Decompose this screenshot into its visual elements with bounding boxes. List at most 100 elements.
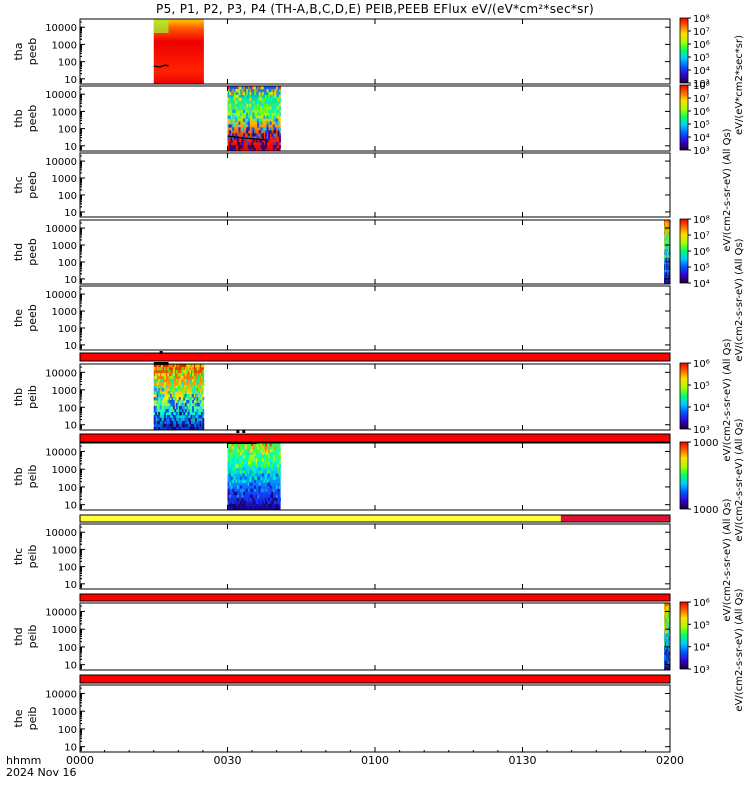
- status-bar-2-segment-1: [80, 434, 670, 442]
- y-tick-label: 10: [64, 208, 77, 219]
- panel-ylabel-data: peib: [26, 625, 39, 649]
- status-bar-3-segment-1: [80, 515, 561, 522]
- colorbar-tick-label: 10³: [693, 79, 710, 90]
- colorbar-tick-label: 10⁶: [693, 359, 710, 370]
- y-tick-label: 10000: [45, 689, 77, 700]
- colorbar-unit-label: eV/(cm2-s-sr-eV) (All Qs): [734, 238, 745, 361]
- y-tick-label: 10000: [45, 607, 77, 618]
- colorbar-unit-label: eV/(cm2-s-sr-eV) (All Qs): [722, 498, 733, 621]
- panel-ylabel-probe: the: [12, 709, 25, 727]
- x-tick-label: 0130: [509, 754, 537, 767]
- status-bar-3-segment-2: [560, 515, 670, 522]
- y-tick-label: 10000: [45, 23, 77, 34]
- colorbar-tick-label: 10⁵: [693, 120, 710, 131]
- panel-frame-4: [79, 219, 671, 285]
- y-tick-label: 10: [64, 142, 77, 153]
- colorbar-tick-label: 10³: [693, 425, 710, 436]
- x-tick-label: 0100: [361, 754, 389, 767]
- colorbar-tick-label: 1000: [693, 505, 718, 516]
- y-tick-label: 100: [58, 483, 77, 494]
- y-tick-label: 10000: [45, 528, 77, 539]
- y-tick-label: 10: [64, 580, 77, 591]
- y-tick-label: 100: [58, 725, 77, 736]
- x-axis-date: 2024 Nov 16: [6, 766, 76, 779]
- colorbar-unit-label: eV/(cm2-s-sr-eV) (All Qs): [734, 588, 745, 711]
- panel-frame-3: [79, 152, 671, 218]
- y-tick-label: 10: [64, 501, 77, 512]
- y-tick-label: 10: [64, 421, 77, 432]
- panel-ylabel-data: peeb: [26, 238, 39, 266]
- y-tick-label: 10: [64, 275, 77, 286]
- colorbar-tick-label: 10³: [693, 146, 710, 157]
- panel-ylabel-data: peib: [26, 465, 39, 489]
- colorbar-unit-label: eV/(eV*cm2*sec*sr): [734, 35, 745, 135]
- colorbar-6: [679, 362, 689, 430]
- colorbar-tick-label: 10⁸: [693, 14, 710, 25]
- panel-ylabel-probe: the: [12, 309, 25, 327]
- panel-frame-9: [79, 602, 671, 671]
- status-bar-4-frame: [79, 593, 671, 602]
- colorbar-tick-label: 1000: [693, 438, 718, 449]
- status-bar-1-frame: [79, 352, 671, 362]
- colorbar-tick-label: 10⁷: [693, 231, 710, 242]
- panel-ylabel-data: peib: [26, 545, 39, 569]
- colorbar-tick-label: 10⁵: [693, 263, 710, 274]
- colorbar-tick-label: 10⁴: [693, 643, 710, 654]
- colorbar-tick-label: 10⁴: [693, 133, 710, 144]
- colorbar-tick-label: 10⁶: [693, 107, 710, 118]
- x-tick-label: 0030: [214, 754, 242, 767]
- status-bar-5-frame: [79, 674, 671, 684]
- panel-ylabel-probe: thb: [12, 467, 25, 485]
- panel-frame-7: [79, 442, 671, 511]
- panel-ylabel-data: peeb: [26, 38, 39, 66]
- y-tick-label: 1000: [52, 307, 77, 318]
- panel-ylabel-probe: thc: [12, 176, 25, 193]
- thb-peeb-trace: [227, 135, 266, 141]
- x-tick-label: 0200: [656, 754, 684, 767]
- status-bar-3-frame: [79, 514, 671, 523]
- y-tick-label: 1000: [52, 465, 77, 476]
- panel-ylabel-data: peeb: [26, 171, 39, 199]
- y-tick-label: 10000: [45, 290, 77, 301]
- colorbar-unit-label: eV/(cm2-s-sr-eV) (All Qs): [722, 128, 733, 251]
- panel-ylabel-data: peeb: [26, 304, 39, 332]
- colorbar-tick-label: 10⁶: [693, 598, 710, 609]
- y-tick-label: 10: [64, 341, 77, 352]
- y-tick-label: 10: [64, 75, 77, 86]
- y-tick-label: 100: [58, 324, 77, 335]
- colorbar-2: [679, 84, 689, 151]
- status-bar-1-segment-1: [80, 353, 670, 361]
- tha-peeb-trace: [153, 64, 169, 68]
- status-bar-2-frame: [79, 433, 671, 443]
- y-tick-label: 100: [58, 258, 77, 269]
- y-tick-label: 100: [58, 643, 77, 654]
- panel-ylabel-probe: thb: [12, 388, 25, 406]
- y-tick-label: 10000: [45, 157, 77, 168]
- x-axis-label: hhmm: [6, 754, 41, 767]
- colorbar-tick-label: 10⁴: [693, 66, 710, 77]
- panel-ylabel-probe: thb: [12, 109, 25, 127]
- colorbar-tick-label: 10⁵: [693, 53, 710, 64]
- status-bar-5-segment-1: [80, 675, 670, 683]
- panel-frame-2: [79, 85, 671, 152]
- y-tick-label: 10000: [45, 368, 77, 379]
- y-tick-label: 10000: [45, 447, 77, 458]
- y-tick-label: 1000: [52, 625, 77, 636]
- colorbar-9: [679, 601, 689, 670]
- colorbar-tick-label: 10⁷: [693, 27, 710, 38]
- panel-ylabel-probe: thc: [12, 548, 25, 565]
- colorbar-1: [679, 17, 689, 84]
- y-tick-label: 1000: [52, 707, 77, 718]
- colorbar-unit-label: eV/(cm2-s-sr-eV) (All Qs): [722, 338, 733, 461]
- y-tick-label: 10: [64, 661, 77, 672]
- panel-frame-8: [79, 523, 671, 590]
- mode-dot: [242, 430, 246, 433]
- colorbar-tick-label: 10⁸: [693, 215, 710, 226]
- panel-frame-5: [79, 285, 671, 351]
- panel-frame-10: [79, 684, 671, 753]
- colorbar-tick-label: 10⁸: [693, 81, 710, 92]
- mode-dot: [236, 430, 240, 433]
- panel-ylabel-data: peib: [26, 385, 39, 409]
- colorbar-tick-label: 10³: [693, 665, 710, 676]
